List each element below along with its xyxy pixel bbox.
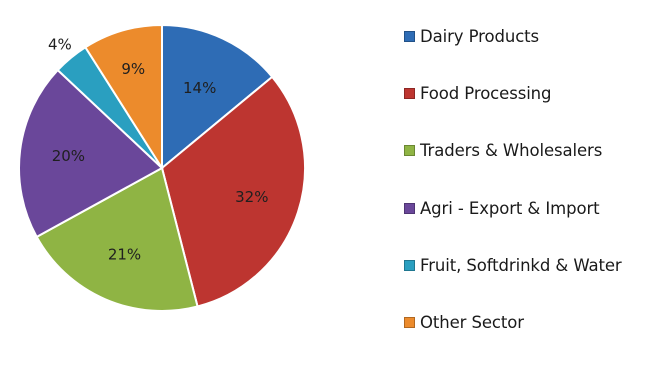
legend-swatch [404, 30, 415, 42]
pie-slice [83, 23, 163, 172]
legend-item: Agri - Export & Import [404, 198, 622, 218]
pie-slice [161, 23, 274, 171]
legend-item: Fruit, Softdrinkd & Water [404, 256, 622, 276]
pie-data-label: 21% [108, 246, 141, 264]
pie-data-label: 4% [48, 36, 72, 54]
legend-label: Dairy Products [420, 26, 540, 46]
pie-slice [18, 68, 164, 239]
legend-item: Dairy Products [404, 26, 622, 46]
legend-swatch [404, 202, 415, 214]
legend-swatch [404, 145, 415, 157]
legend-swatch [404, 317, 415, 329]
pie-data-label: 20% [52, 147, 85, 165]
legend-item: Other Sector [404, 313, 622, 333]
chart-legend: Dairy Products Food Processing Traders & W… [404, 26, 622, 370]
pie-data-labels: 14% 32% 21% 20% 4% 9% [48, 36, 268, 264]
legend-swatch [404, 260, 415, 272]
legend-label: Fruit, Softdrinkd & Water [420, 256, 622, 276]
pie-chart: 14% 32% 21% 20% 4% 9% [18, 23, 306, 312]
pie-data-label: 14% [183, 79, 216, 97]
legend-item: Food Processing [404, 83, 622, 103]
pie-data-label: 32% [235, 188, 268, 206]
pie-slice [160, 75, 306, 308]
legend-swatch [404, 87, 415, 99]
legend-item: Traders & Wholesalers [404, 141, 622, 161]
pie-slices [18, 23, 306, 312]
legend-label: Other Sector [420, 313, 524, 333]
legend-label: Food Processing [420, 83, 552, 103]
legend-label: Agri - Export & Import [420, 198, 600, 218]
legend-label: Traders & Wholesalers [420, 141, 603, 161]
pie-slice [35, 166, 199, 312]
pie-data-label: 9% [121, 60, 145, 78]
